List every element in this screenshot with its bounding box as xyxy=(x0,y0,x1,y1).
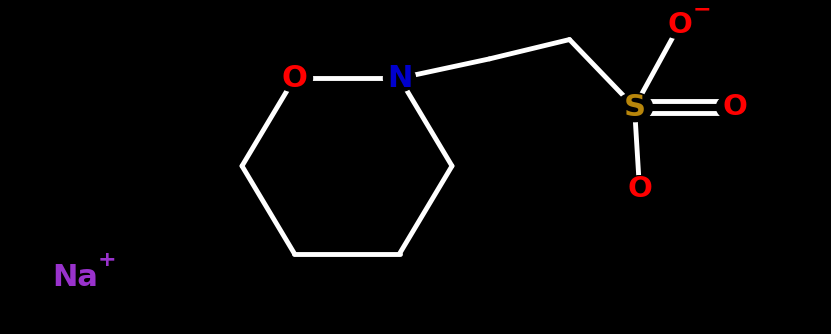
Text: O: O xyxy=(282,64,307,93)
Ellipse shape xyxy=(716,94,753,121)
Text: N: N xyxy=(386,64,412,93)
Text: S: S xyxy=(623,93,646,122)
Text: +: + xyxy=(98,249,116,270)
Ellipse shape xyxy=(622,176,657,203)
Text: O: O xyxy=(722,93,747,121)
Ellipse shape xyxy=(277,65,312,92)
Text: O: O xyxy=(667,11,692,39)
Ellipse shape xyxy=(661,12,697,39)
Ellipse shape xyxy=(617,93,652,122)
Ellipse shape xyxy=(383,65,416,92)
Text: −: − xyxy=(692,0,711,20)
Text: O: O xyxy=(627,175,652,203)
Text: Na: Na xyxy=(52,263,98,292)
